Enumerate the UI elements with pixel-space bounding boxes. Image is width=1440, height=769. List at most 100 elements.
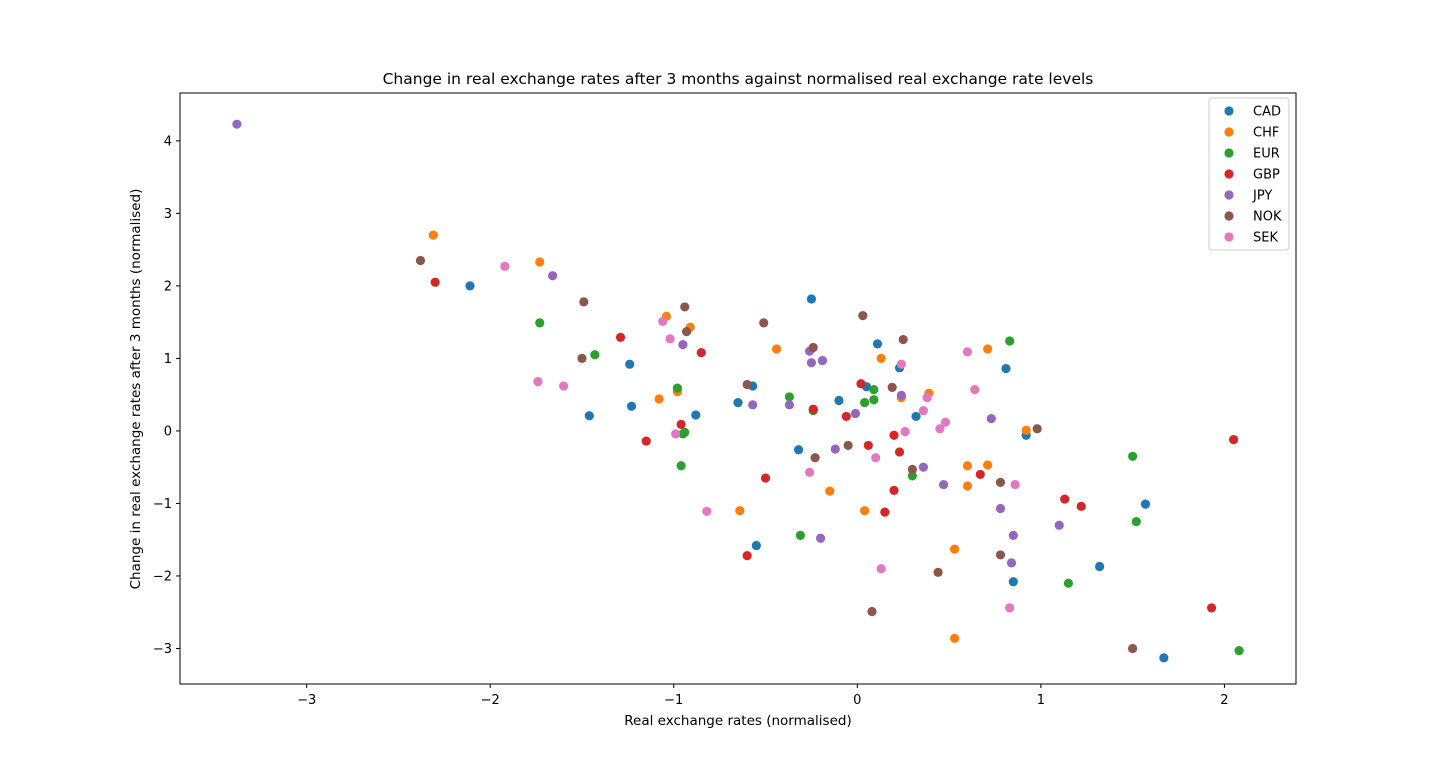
data-point-sek <box>896 359 906 369</box>
legend-label-chf: CHF <box>1253 126 1279 141</box>
data-point-sek <box>500 261 510 271</box>
data-point-jpy <box>995 503 1006 514</box>
data-point-eur <box>1131 516 1141 527</box>
data-point-gbp <box>1060 494 1070 504</box>
legend-marker-eur <box>1224 148 1234 158</box>
data-point-eur <box>1234 646 1244 656</box>
data-point-sek <box>559 381 569 391</box>
data-point-sek <box>900 427 910 437</box>
data-point-jpy <box>678 340 688 350</box>
data-point-eur <box>678 429 688 439</box>
data-point-jpy <box>817 355 828 366</box>
data-point-gbp <box>889 430 899 440</box>
series-sek <box>500 261 1020 613</box>
y-tick-label: 3 <box>164 207 172 222</box>
data-point-jpy <box>815 533 826 543</box>
data-point-cad <box>793 445 804 455</box>
legend-label-sek: SEK <box>1253 231 1278 246</box>
data-point-eur <box>1063 578 1073 588</box>
data-point-jpy <box>938 479 949 490</box>
data-point-eur <box>907 471 917 481</box>
x-tick-label: −3 <box>297 693 316 708</box>
data-point-sek <box>935 424 945 434</box>
data-point-gbp <box>856 379 866 389</box>
data-point-eur <box>869 395 879 405</box>
data-point-cad <box>733 398 743 408</box>
data-point-eur <box>676 461 686 471</box>
legend-marker-chf <box>1224 127 1234 137</box>
y-tick-label: 1 <box>164 352 172 367</box>
data-point-nok <box>1032 424 1042 434</box>
data-point-sek <box>804 467 815 477</box>
data-point-jpy <box>896 390 906 400</box>
data-point-nok <box>887 382 897 393</box>
data-point-sek <box>1005 603 1015 613</box>
data-point-cad <box>1008 577 1018 587</box>
data-point-chf <box>962 461 973 471</box>
data-point-chf <box>654 394 664 404</box>
data-point-chf <box>876 353 886 364</box>
data-point-gbp <box>841 411 851 422</box>
data-point-jpy <box>918 462 928 472</box>
y-tick-label: 0 <box>164 424 172 439</box>
x-tick-label: −2 <box>481 693 500 708</box>
x-tick-label: 2 <box>1220 693 1228 708</box>
data-point-chf <box>860 506 870 516</box>
data-point-eur <box>590 350 600 360</box>
data-point-chf <box>983 344 993 354</box>
legend: CAD CHF EUR GBP JPY NOK SEK <box>1208 97 1290 251</box>
data-point-cad <box>1159 653 1169 663</box>
legend-marker-sek <box>1224 232 1234 242</box>
legend-label-jpy: JPY <box>1252 189 1272 204</box>
data-point-sek <box>670 429 681 439</box>
data-point-nok <box>898 334 908 345</box>
data-point-sek <box>533 377 543 387</box>
data-point-chf <box>962 481 973 491</box>
data-point-cad <box>584 411 594 421</box>
data-point-sek <box>876 564 886 574</box>
data-point-nok <box>742 379 752 390</box>
legend-items: CAD CHF EUR GBP JPY NOK SEK <box>1224 105 1282 246</box>
data-point-jpy <box>986 413 996 424</box>
data-point-sek <box>1010 479 1020 490</box>
series-jpy <box>232 119 1064 568</box>
data-point-nok <box>995 477 1006 488</box>
chart-title: Change in real exchange rates after 3 mo… <box>383 70 1094 88</box>
data-point-jpy <box>1006 558 1017 568</box>
data-point-chf <box>428 230 438 240</box>
y-axis-title: Change in real exchange rates after 3 mo… <box>128 189 144 590</box>
x-tick-label: 1 <box>1037 693 1045 708</box>
data-point-cad <box>1140 499 1151 509</box>
data-point-gbp <box>1076 501 1086 511</box>
data-point-gbp <box>742 551 752 561</box>
data-point-sek <box>918 406 928 416</box>
data-point-chf <box>735 506 745 516</box>
data-point-cad <box>625 359 635 369</box>
legend-marker-nok <box>1224 211 1234 221</box>
data-point-cad <box>911 411 921 422</box>
data-point-chf <box>825 486 835 496</box>
data-point-nok <box>858 311 868 321</box>
data-point-sek <box>871 453 881 463</box>
y-tick-label: 4 <box>164 134 172 149</box>
data-point-eur <box>784 392 794 402</box>
data-point-chf <box>771 344 782 354</box>
data-point-sek <box>702 506 712 517</box>
data-point-gbp <box>430 277 440 287</box>
series-gbp <box>430 277 1239 613</box>
data-point-nok <box>907 464 917 474</box>
data-point-sek <box>970 384 980 395</box>
data-point-sek <box>658 316 668 327</box>
data-point-jpy <box>1054 520 1064 530</box>
data-point-chf <box>1021 425 1031 435</box>
data-point-nok <box>1128 643 1138 654</box>
x-axis-title: Real exchange rates (normalised) <box>624 713 851 729</box>
legend-marker-gbp <box>1224 169 1234 179</box>
data-point-cad <box>751 540 761 551</box>
points-layer <box>232 119 1244 663</box>
data-point-gbp <box>808 404 818 414</box>
data-point-nok <box>808 342 818 353</box>
data-point-cad <box>691 410 701 420</box>
data-point-jpy <box>830 444 840 454</box>
data-point-nok <box>933 567 943 577</box>
